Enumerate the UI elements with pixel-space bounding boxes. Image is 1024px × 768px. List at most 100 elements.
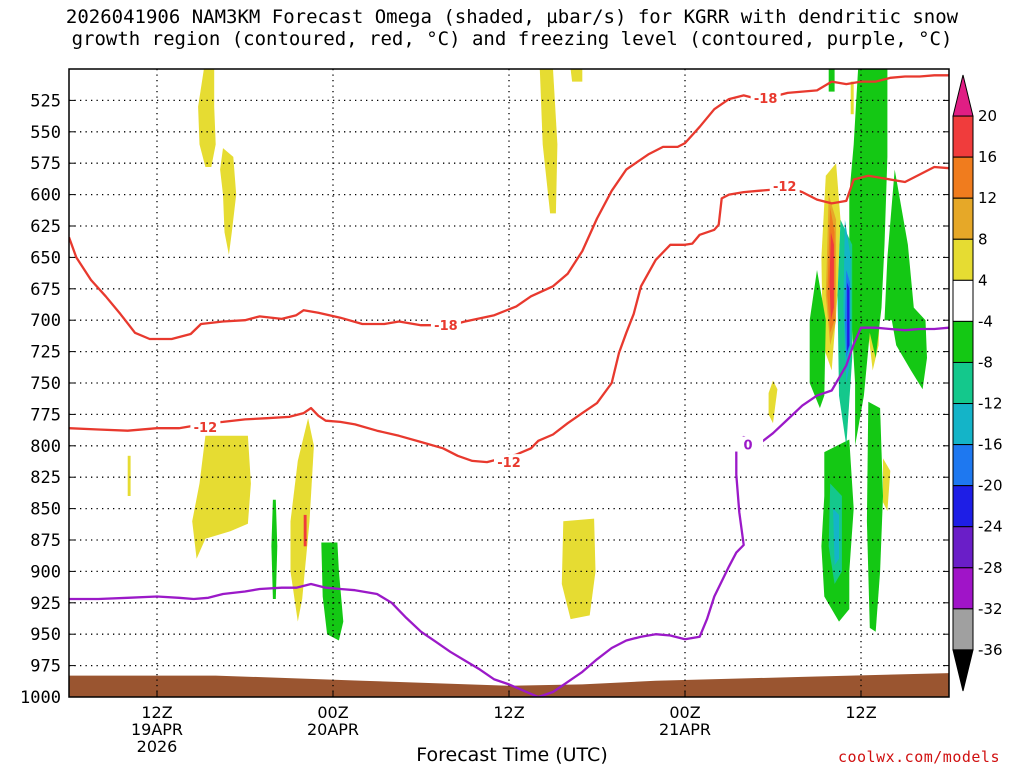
colorbar-cell-13: [952, 608, 974, 651]
contours: -18 -18 -12 -12 -12 0: [69, 74, 949, 697]
colorbar-label-7: -12: [978, 395, 1003, 413]
colorbar-cell-10: [952, 485, 974, 528]
contour-label-bg-2-0: [733, 436, 764, 452]
omega-region-29: [833, 508, 839, 566]
colorbar-cell-6: [952, 320, 974, 363]
x-tick-label-2-0: 12Z: [493, 703, 524, 722]
x-tick-label-1-1: 20APR: [307, 720, 359, 739]
x-tick-label-0-1: 19APR: [131, 720, 183, 739]
y-tick-label-525: 525: [30, 91, 61, 111]
y-tick-label-950: 950: [30, 625, 61, 645]
omega-region-16: [829, 232, 834, 321]
contour-label-0-0: -18: [434, 319, 458, 334]
y-tick-label-875: 875: [30, 531, 61, 551]
colorbar-label-6: -8: [978, 353, 993, 371]
omega-region-17: [303, 514, 307, 547]
omega-region-2: [539, 69, 558, 214]
colorbar-cell-2: [952, 156, 974, 199]
omega-region-21: [884, 169, 927, 390]
omega-region-18: [271, 499, 278, 599]
omega-region-25: [828, 69, 835, 92]
omega-region-12: [850, 81, 854, 115]
omega-region-19: [321, 542, 344, 641]
contour-label-bg-0-0: [430, 317, 461, 333]
omega-region-22: [809, 270, 826, 409]
omega-region-24: [866, 401, 883, 632]
y-tick-label-775: 775: [30, 405, 61, 425]
omega-region-31: [847, 282, 850, 352]
y-tick-label-1000: 1000: [20, 688, 61, 708]
y-tick-label-550: 550: [30, 123, 61, 143]
chart-title-line-1: 2026041906 NAM3KM Forecast Omega (shaded…: [65, 6, 959, 28]
contour-label-bg-1-1: [494, 454, 524, 470]
x-axis-label: Forecast Time (UTC): [416, 744, 608, 766]
omega-region-0: [198, 69, 216, 167]
y-tick-label-925: 925: [30, 594, 61, 614]
colorbar-label-1: 16: [978, 148, 997, 166]
contour-label-0-1: -18: [754, 92, 778, 107]
colorbar-cell-7: [952, 361, 974, 405]
contour-line-0: [69, 74, 949, 341]
colorbar-label-5: -4: [978, 312, 993, 330]
colorbar-cell-12: [952, 567, 974, 610]
contour-line-1: [69, 165, 949, 464]
grid: [69, 69, 949, 697]
colorbar-cell-8: [952, 403, 974, 446]
chart-title-line-2: growth region (contoured, red, °C) and f…: [71, 28, 953, 50]
y-tick-label-900: 900: [30, 562, 61, 582]
contour-label-1-2: -12: [773, 180, 797, 195]
y-tick-label-675: 675: [30, 280, 61, 300]
colorbar-label-4: 4: [978, 271, 988, 289]
omega-region-6: [561, 518, 596, 620]
y-axis: 525 550 575 600 625 650 675 700 725 750 775 800 825 8…: [20, 91, 949, 708]
omega-region-11: [883, 458, 891, 512]
omega-shading: [127, 69, 927, 641]
colorbar-label-0: 20: [978, 107, 997, 125]
colorbar-label-3: 8: [978, 230, 988, 248]
y-tick-label-650: 650: [30, 248, 61, 268]
colorbar: 20 16 12 8 4 -4 -8 -12 -16 -20 -24 -28 -32 -36: [952, 74, 1003, 692]
y-tick-label-725: 725: [30, 343, 61, 363]
y-tick-label-850: 850: [30, 500, 61, 520]
colorbar-cell-0: [952, 74, 974, 117]
colorbar-label-2: 12: [978, 189, 997, 207]
y-tick-label-800: 800: [30, 437, 61, 457]
x-tick-label-4-0: 12Z: [845, 703, 876, 722]
colorbar-cell-9: [952, 444, 974, 487]
contour-line-2: [69, 326, 949, 697]
omega-region-7: [127, 455, 131, 496]
colorbar-label-11: -28: [978, 559, 1003, 577]
colorbar-cell-1: [952, 115, 974, 158]
x-tick-label-0-0: 12Z: [141, 703, 172, 722]
x-tick-label-0-2: 2026: [137, 737, 178, 756]
surface-terrain: [69, 673, 949, 697]
y-tick-label-825: 825: [30, 468, 61, 488]
contour-label-bg-1-2: [769, 177, 800, 193]
credit-link[interactable]: coolwx.com/models: [837, 748, 1000, 766]
y-tick-label-750: 750: [30, 374, 61, 394]
colorbar-label-13: -36: [978, 641, 1003, 659]
contour-label-bg-0-1: [750, 89, 781, 105]
colorbar-cell-5: [952, 279, 974, 322]
omega-region-3: [570, 69, 583, 82]
contour-label-2-0: 0: [744, 439, 753, 454]
y-tick-label-625: 625: [30, 217, 61, 237]
x-tick-label-3-1: 21APR: [659, 720, 711, 739]
contour-label-bg-1-0: [190, 418, 221, 434]
colorbar-label-12: -32: [978, 600, 1003, 618]
y-tick-label-975: 975: [30, 657, 61, 677]
y-tick-label-700: 700: [30, 311, 61, 331]
colorbar-cell-11: [952, 526, 974, 569]
omega-region-8: [768, 380, 778, 424]
omega-region-1: [220, 148, 237, 255]
ground-terrain: [69, 673, 949, 697]
omega-region-20: [849, 69, 888, 446]
y-tick-label-600: 600: [30, 186, 61, 206]
colorbar-label-10: -24: [978, 518, 1003, 536]
omega-region-4: [192, 435, 251, 559]
x-tick-label-1-0: 00Z: [317, 703, 348, 722]
x-tick-label-3-0: 00Z: [669, 703, 700, 722]
colorbar-label-9: -20: [978, 477, 1003, 495]
